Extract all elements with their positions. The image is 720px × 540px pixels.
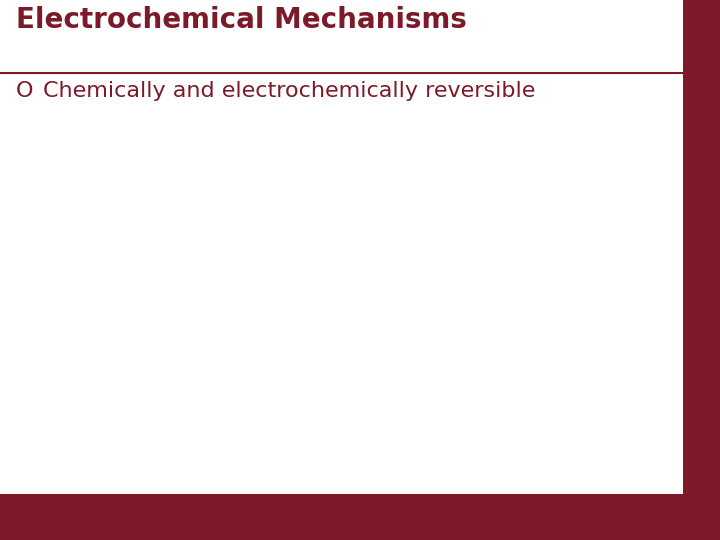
Text: Slide 10: Slide 10 [622, 510, 670, 524]
Text: Electrochemical Mechanisms: Electrochemical Mechanisms [16, 6, 467, 35]
Text: 5 Slides about Cyclic
Voltammetry: 5 Slides about Cyclic Voltammetry [13, 503, 135, 531]
Bar [0, 494, 683, 540]
Text: Lafayette College – Nataro: Lafayette College – Nataro [263, 510, 420, 524]
Text: Chemically and electrochemically reversible: Chemically and electrochemically reversi… [43, 81, 536, 101]
Bar [683, 0, 720, 540]
Text: O: O [16, 81, 33, 101]
